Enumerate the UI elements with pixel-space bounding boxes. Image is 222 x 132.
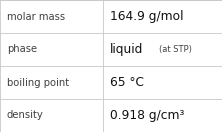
Text: density: density [7, 110, 44, 121]
Text: molar mass: molar mass [7, 11, 65, 22]
Text: 164.9 g/mol: 164.9 g/mol [110, 10, 183, 23]
Text: (at STP): (at STP) [159, 45, 191, 54]
Text: boiling point: boiling point [7, 77, 69, 88]
Text: liquid: liquid [110, 43, 143, 56]
Text: 65 °C: 65 °C [110, 76, 144, 89]
Text: phase: phase [7, 44, 37, 55]
Text: 0.918 g/cm³: 0.918 g/cm³ [110, 109, 184, 122]
